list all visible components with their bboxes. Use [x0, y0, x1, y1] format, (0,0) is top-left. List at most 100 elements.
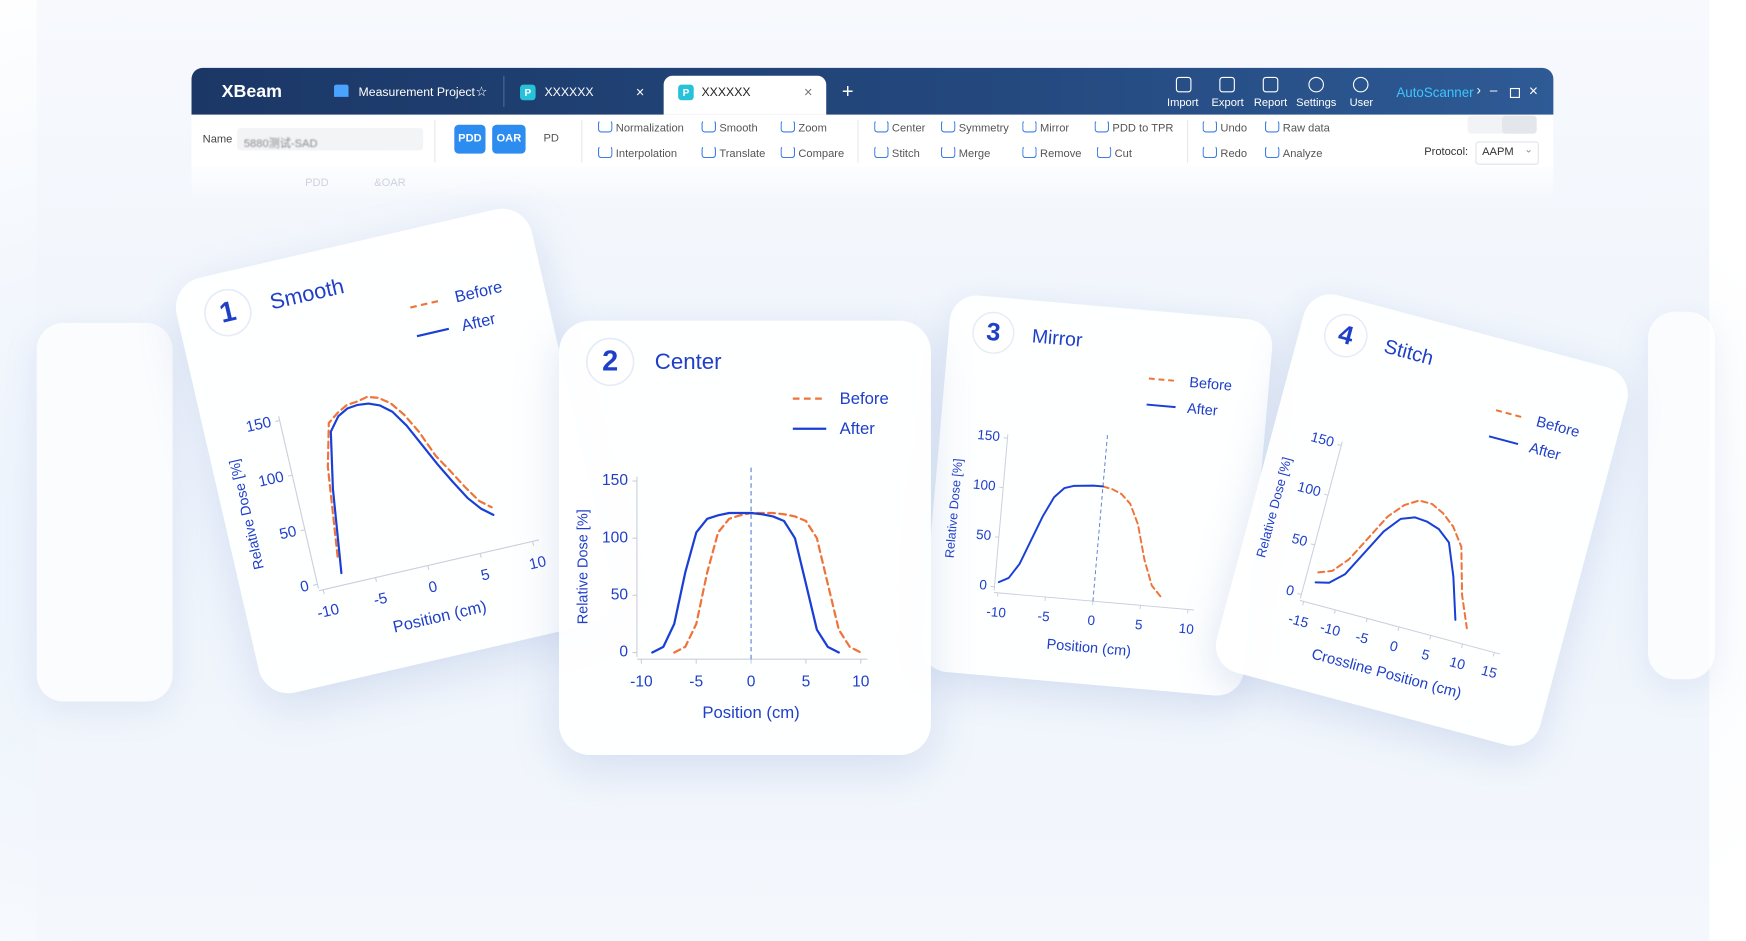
tool[interactable]: Merge [941, 146, 991, 160]
badge: 1 [216, 295, 239, 330]
legend-label: Before [1534, 413, 1581, 441]
y-tick [1337, 443, 1342, 446]
name-input[interactable] [237, 128, 424, 151]
series-line [326, 395, 493, 558]
x-tick-label: 10 [1448, 653, 1467, 673]
tool[interactable]: Undo [1203, 120, 1247, 134]
action[interactable]: Export [1211, 96, 1244, 110]
y-tick-label: 100 [602, 529, 628, 546]
tool[interactable]: Mirror [1022, 120, 1069, 134]
import-icon[interactable] [1175, 76, 1192, 93]
chart-card: 3 Mirror Before After 0 50 100 150 -10 -5 0 5 10 Rela… [919, 293, 1275, 698]
tool[interactable]: Symmetry [941, 120, 1009, 134]
y-axis [278, 416, 319, 589]
x-axis-label: Crossline Position (cm) [1310, 646, 1464, 702]
legend-swatch [410, 299, 443, 309]
add-tab[interactable]: + [841, 80, 854, 103]
x-axis-label: Position (cm) [702, 703, 799, 722]
mode-button[interactable]: OAR [492, 124, 526, 154]
y-tick-label: 50 [278, 523, 298, 543]
x-tick [427, 565, 430, 570]
legend-label: After [460, 310, 498, 335]
home-icon[interactable] [334, 84, 349, 97]
scanner-link[interactable]: AutoScanner [1396, 84, 1474, 101]
y-tick-label: 50 [611, 586, 629, 603]
x-tick-label: -15 [1287, 610, 1311, 631]
x-tick-label: 5 [802, 674, 811, 691]
chevron: › [1476, 82, 1481, 98]
tab[interactable]: XXXXXX [701, 85, 751, 100]
close-tab[interactable]: × [635, 83, 645, 101]
tab[interactable]: XXXXXX [544, 85, 594, 100]
series-line [1101, 485, 1162, 598]
x-tick-label: 15 [1480, 662, 1499, 682]
x-tick-label: -5 [689, 674, 703, 691]
tool[interactable]: Cut [1097, 146, 1132, 160]
tool[interactable]: Interpolation [598, 146, 677, 160]
y-tick-label: 150 [244, 414, 273, 436]
tool[interactable]: Stitch [874, 146, 920, 160]
series-line [651, 511, 840, 654]
export-icon[interactable] [1219, 76, 1235, 93]
y-tick-label: 0 [299, 578, 311, 596]
tool[interactable]: Compare [781, 146, 844, 160]
protocol-select[interactable] [1475, 141, 1539, 165]
tab-divider [503, 75, 505, 107]
x-tick [1492, 652, 1495, 657]
maximize[interactable] [1509, 87, 1520, 98]
y-tick-label: 0 [979, 577, 988, 593]
x-tick-label: 10 [852, 674, 870, 691]
action[interactable]: User [1349, 96, 1374, 110]
tool[interactable]: Zoom [781, 120, 826, 134]
y-tick-label: 100 [972, 477, 996, 494]
dropdown-arrow: ⌄ [1524, 143, 1533, 155]
x-tick-label: -10 [316, 601, 341, 623]
x-tick-label: 10 [528, 553, 548, 573]
tool[interactable]: Normalization [598, 120, 684, 134]
report-icon[interactable] [1262, 76, 1279, 93]
legend-label: After [840, 419, 876, 438]
legend-label: Before [453, 278, 504, 306]
tool[interactable]: Analyze [1265, 146, 1323, 160]
tool[interactable]: Translate [702, 146, 765, 160]
settings-icon[interactable] [1308, 76, 1324, 93]
x-axis-label: Position (cm) [391, 597, 488, 636]
y-axis [993, 434, 1009, 591]
x-tick [1461, 643, 1464, 648]
tab[interactable]: Measurement Project [358, 85, 475, 100]
chart: 2 Center Before After 0 50 100 150 -10 -5 0 5 10 Rela… [575, 337, 889, 722]
user-icon[interactable] [1352, 76, 1369, 93]
chart: 3 Mirror Before After 0 50 100 150 -10 -5 0 5 10 Rela… [943, 311, 1233, 660]
series-line [673, 511, 862, 654]
y-tick [275, 420, 280, 423]
mode-button[interactable]: PDD [454, 124, 486, 154]
view-toggle-active[interactable] [1502, 115, 1537, 134]
y-tick-label: 100 [1296, 478, 1323, 500]
badge-circle [585, 337, 635, 387]
mode-button[interactable]: PD [534, 124, 568, 154]
action[interactable]: Import [1166, 96, 1199, 110]
legend-swatch [416, 327, 450, 338]
tool[interactable]: PDD to TPR [1095, 120, 1173, 134]
tool[interactable]: Raw data [1265, 120, 1330, 134]
tool[interactable]: Smooth [702, 120, 757, 134]
action[interactable]: Settings [1296, 96, 1337, 110]
legend-label: After [1527, 439, 1562, 464]
minimize[interactable]: – [1489, 82, 1498, 98]
protocol-label: Protocol: [1424, 145, 1469, 159]
close-window[interactable]: × [1528, 81, 1538, 100]
side-card [36, 322, 173, 702]
close-tab[interactable]: × [803, 83, 813, 101]
action[interactable]: Report [1253, 96, 1288, 110]
star-icon[interactable]: ☆ [475, 83, 488, 100]
tool[interactable]: Center [874, 120, 925, 134]
y-tick-label: 150 [977, 427, 1001, 444]
x-axis [993, 592, 1194, 611]
side-card [1648, 311, 1715, 680]
chart-title: Stitch [1382, 336, 1436, 370]
x-tick-label: 0 [747, 674, 756, 691]
tool[interactable]: Redo [1203, 146, 1247, 160]
tool[interactable]: Remove [1022, 146, 1081, 160]
y-tick-label: 0 [619, 644, 628, 661]
divider [1187, 120, 1189, 163]
